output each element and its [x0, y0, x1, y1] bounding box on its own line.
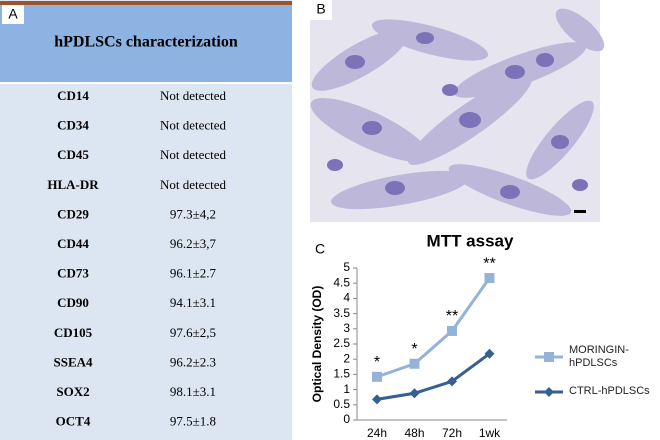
point [484, 273, 495, 284]
row-label: HLA-DR [47, 177, 99, 192]
row-label: CD44 [57, 236, 89, 251]
row-label: CD34 [57, 118, 89, 133]
y-tick-label: 0 [343, 412, 350, 426]
y-tick-label: 2 [343, 351, 350, 365]
significance-mark: ** [446, 308, 458, 325]
row-label: SSEA4 [53, 354, 93, 369]
legend-label: CTRL-hPDLSCs [569, 385, 650, 397]
point [372, 371, 382, 382]
y-tick-label: 3.5 [333, 306, 350, 320]
panel-label: B [316, 1, 325, 17]
series-line [376, 352, 491, 401]
panel-label: C [315, 241, 325, 257]
point [409, 388, 420, 399]
series-line [376, 277, 491, 379]
row-value: Not detected [160, 88, 227, 103]
row-label: CD73 [57, 266, 89, 281]
point [544, 387, 554, 397]
x-tick-label: 48h [404, 426, 424, 440]
y-tick-label: 1 [343, 382, 350, 396]
point [447, 325, 457, 336]
row-label: CD14 [57, 88, 89, 103]
point [372, 394, 382, 405]
table-body: CD14 Not detected CD34 Not detected CD45 Not … [47, 88, 226, 429]
row-value: 97.5±1.8 [170, 414, 216, 429]
point [447, 376, 457, 387]
significance-mark: * [411, 341, 417, 358]
row-label: CD29 [57, 206, 89, 221]
point [484, 348, 495, 359]
y-tick-label: 3 [343, 321, 350, 335]
y-tick-label: 2.5 [333, 336, 350, 350]
y-tick-label: 1.5 [333, 367, 350, 381]
chart-title: MTT assay [427, 231, 514, 250]
y-tick-label: 5 [343, 260, 350, 274]
y-axis-label: Optical Density (OD) [310, 286, 324, 403]
y-tick-label: 4.5 [333, 275, 350, 289]
y-tick-label: 0.5 [333, 397, 350, 411]
row-value: Not detected [160, 147, 227, 162]
panel-label-box [2, 5, 24, 24]
y-tick-label: 4 [343, 291, 350, 305]
row-value: 97.3±4,2 [170, 206, 216, 221]
x-tick-label: 1wk [479, 426, 501, 440]
row-value: Not detected [160, 177, 227, 192]
x-tick-label: 72h [442, 426, 462, 440]
x-tick-label: 24h [367, 426, 387, 440]
row-value: 96.2±3,7 [170, 236, 217, 251]
point [544, 352, 554, 362]
row-value: 96.2±2.3 [170, 354, 216, 369]
row-value: 94.1±3.1 [170, 295, 216, 310]
row-value: 97.6±2,5 [170, 325, 216, 340]
row-label: CD45 [57, 147, 89, 162]
point [409, 358, 420, 369]
micrograph [310, 0, 605, 222]
row-label: CD105 [54, 325, 93, 340]
table-title: hPDLSCs characterization [54, 34, 238, 51]
row-label: OCT4 [56, 414, 91, 429]
row-label: SOX2 [56, 384, 89, 399]
header-rule [0, 1, 292, 5]
row-value: Not detected [160, 118, 227, 133]
row-value: 98.1±3.1 [170, 384, 216, 399]
significance-mark: ** [483, 255, 495, 272]
significance-mark: * [374, 354, 380, 371]
table-header [0, 5, 292, 82]
row-label: CD90 [57, 295, 89, 310]
row-value: 96.1±2.7 [170, 266, 217, 281]
header-separator [0, 82, 292, 84]
legend-label: MORINGIN-hPDLSCs [569, 344, 629, 369]
panel-label: A [8, 6, 18, 22]
